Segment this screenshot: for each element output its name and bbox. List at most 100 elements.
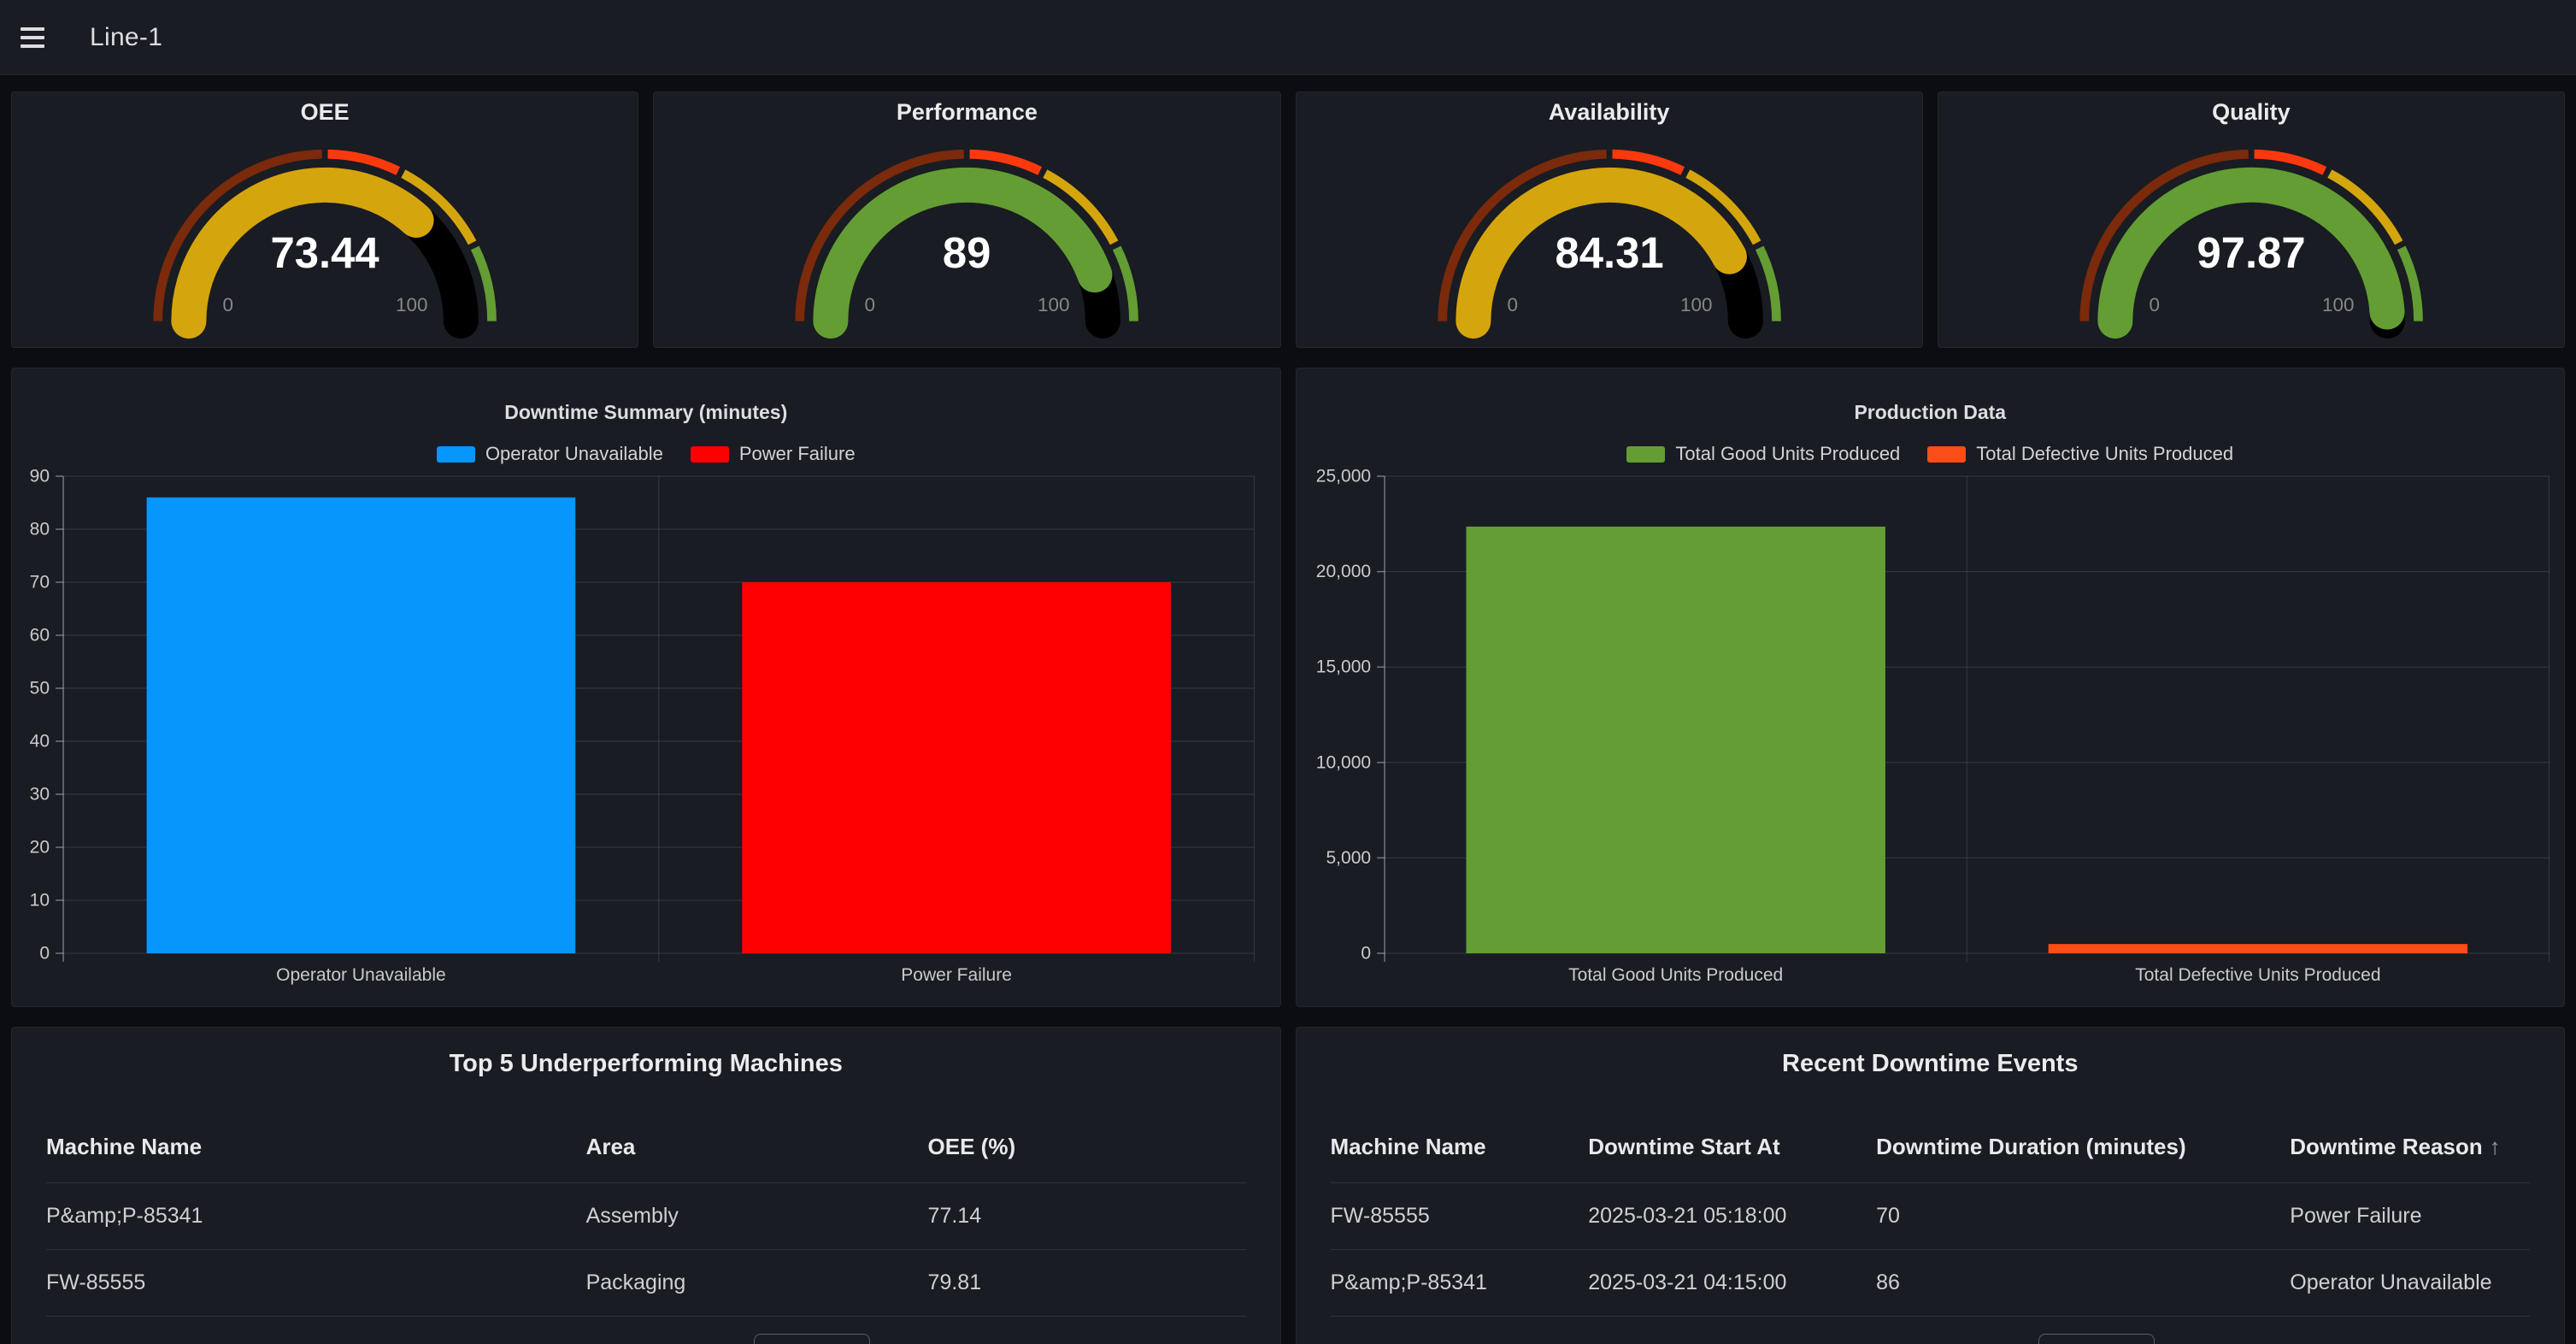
y-axis-tick-label: 70 [30,573,50,592]
legend-swatch [1626,445,1666,463]
y-axis-tick-label: 90 [30,467,50,486]
quality-gauge: 0 100 97.87 [1938,126,2564,343]
panel-title: Top 5 Underperforming Machines [449,1050,843,1077]
cell-downtime-reason: Power Failure [2290,1204,2422,1228]
gauge-max-label: 100 [2322,294,2354,315]
legend-swatch [1927,445,1967,463]
column-header-oee[interactable]: OEE (%) [927,1134,1016,1159]
threshold-band [2254,149,2326,175]
dashboard-body: OEE 0 100 73.44 Performance 0 100 89 Availab… [0,75,2576,1344]
performance-gauge: 0 100 89 [654,126,1279,343]
cell-downtime-start: 2025-03-21 04:15:00 [1588,1270,1787,1294]
cell-machine-name: FW-85555 [1330,1204,1430,1228]
table-row-1: FW-85555 2025-03-21 05:18:00 70 Power Fa… [1330,1183,2530,1250]
legend-item[interactable]: Operator Unavailable [436,443,663,465]
y-axis-tick-label: 10,000 [1315,752,1370,772]
gauge-min-label: 0 [2149,294,2160,315]
pagination-button[interactable] [2038,1334,2155,1344]
cell-downtime-duration: 86 [1876,1270,1900,1294]
gauge-value-arc [2097,167,2405,339]
cell-area: Packaging [585,1270,686,1294]
y-axis-tick-label: 50 [30,679,50,699]
cell-machine-name: P&amp;P-85341 [1330,1270,1487,1294]
column-header-downtime-duration[interactable]: Downtime Duration (minutes) [1876,1134,2186,1159]
chart-title: Production Data [1854,401,2007,423]
threshold-band [1611,149,1685,175]
threshold-band [2397,245,2423,321]
legend-swatch [690,445,729,463]
threshold-band [2079,149,2249,321]
machines-table: Machine Name Area OEE (%) P&amp;P-85341 … [46,1078,1246,1317]
bar-total-defective-units-produced[interactable] [2048,944,2467,953]
hamburger-menu-icon[interactable] [21,27,44,48]
y-axis-tick-label: 5,000 [1326,848,1371,868]
panel-gauge-performance: Performance 0 100 89 [653,91,1281,348]
bar-power-failure[interactable] [742,582,1171,953]
availability-gauge: 0 100 84.31 [1297,126,1922,343]
panel-title: Performance [896,99,1038,125]
chart-row: Downtime Summary (minutes) Operator Unav… [11,368,2565,1007]
panel-production-data: Production Data Total Good Units Produce… [1295,368,2565,1007]
sort-ascending-icon: ↑ [2489,1134,2501,1159]
column-header-downtime-start[interactable]: Downtime Start At [1588,1134,1780,1159]
cell-area: Assembly [585,1204,679,1228]
table-header-row: Machine Name Area OEE (%) [46,1078,1246,1183]
threshold-band [153,149,322,321]
downtime-events-table: Machine Name Downtime Start At Downtime … [1330,1078,2530,1317]
table-row: Top 5 Underperforming Machines Machine N… [11,1027,2565,1344]
gauge-value-arc [813,167,1113,339]
legend-swatch [436,445,475,463]
legend-item[interactable]: Total Defective Units Produced [1927,443,2233,465]
threshold-band [327,149,401,175]
threshold-band [401,169,477,245]
y-axis-tick-label: 40 [30,732,50,752]
legend-label: Operator Unavailable [485,443,663,464]
gauge-row: OEE 0 100 73.44 Performance 0 100 89 Availab… [11,91,2565,348]
gauge-value: 89 [943,228,991,277]
column-header-label: Downtime Reason [2290,1134,2483,1159]
legend-label: Total Good Units Produced [1675,443,1901,464]
dashboard-title: Line-1 [90,22,163,51]
production-bar-chart: 0 5,000 10,000 15,000 20,000 25,000 Total Good… [1297,368,2565,1006]
gauge-max-label: 100 [1038,294,1069,315]
oee-gauge: 0 100 73.44 [12,126,638,343]
y-axis-tick-label: 20 [30,838,50,858]
gauge-min-label: 0 [223,294,234,315]
x-axis-category-label: Power Failure [901,965,1012,985]
column-header-machine-name[interactable]: Machine Name [46,1134,203,1159]
gauge-value-arc [171,167,434,339]
top-nav-bar: Line-1 [0,0,2576,75]
cell-oee: 77.14 [927,1204,982,1228]
cell-downtime-start: 2025-03-21 05:18:00 [1588,1204,1787,1228]
panel-gauge-oee: OEE 0 100 73.44 [11,91,639,348]
legend-item[interactable]: Total Good Units Produced [1626,443,1900,465]
gauge-value: 84.31 [1555,228,1663,277]
pagination-button[interactable] [754,1334,870,1344]
chart-title: Downtime Summary (minutes) [504,401,788,423]
panel-title: OEE [300,99,350,125]
downtime-bar-chart: 0 10 20 30 40 50 60 70 80 90 Operator Unavailable P… [12,368,1280,1006]
bar-total-good-units-produced[interactable] [1465,526,1885,953]
y-axis-tick-label: 25,000 [1315,467,1370,486]
legend-item[interactable]: Power Failure [690,443,856,465]
bar-operator-unavailable[interactable] [146,497,576,953]
table-row-1: P&amp;P-85341 Assembly 77.14 [46,1183,1246,1250]
panel-recent-downtime-events: Recent Downtime Events Machine Name Down… [1295,1027,2565,1344]
y-axis-tick-label: 80 [30,520,50,539]
gauge-value: 97.87 [2197,228,2305,277]
panel-top5-underperforming: Top 5 Underperforming Machines Machine N… [11,1027,1281,1344]
panel-gauge-quality: Quality 0 100 97.87 [1937,91,2565,348]
x-axis-category-label: Total Good Units Produced [1568,965,1783,985]
panel-title: Recent Downtime Events [1782,1050,2079,1077]
threshold-band [470,245,497,321]
table-row-2: P&amp;P-85341 2025-03-21 04:15:00 86 Ope… [1330,1250,2530,1317]
threshold-band [1755,245,1781,321]
cell-oee: 79.81 [927,1270,982,1294]
y-axis-tick-label: 15,000 [1315,657,1370,677]
column-header-machine-name[interactable]: Machine Name [1330,1134,1486,1159]
gauge-value-arc [1455,167,1747,339]
column-header-downtime-reason[interactable]: Downtime Reason ↑ [2290,1134,2530,1160]
panel-gauge-availability: Availability 0 100 84.31 [1295,91,1923,348]
column-header-area[interactable]: Area [585,1134,636,1159]
cell-downtime-duration: 70 [1876,1204,1900,1228]
